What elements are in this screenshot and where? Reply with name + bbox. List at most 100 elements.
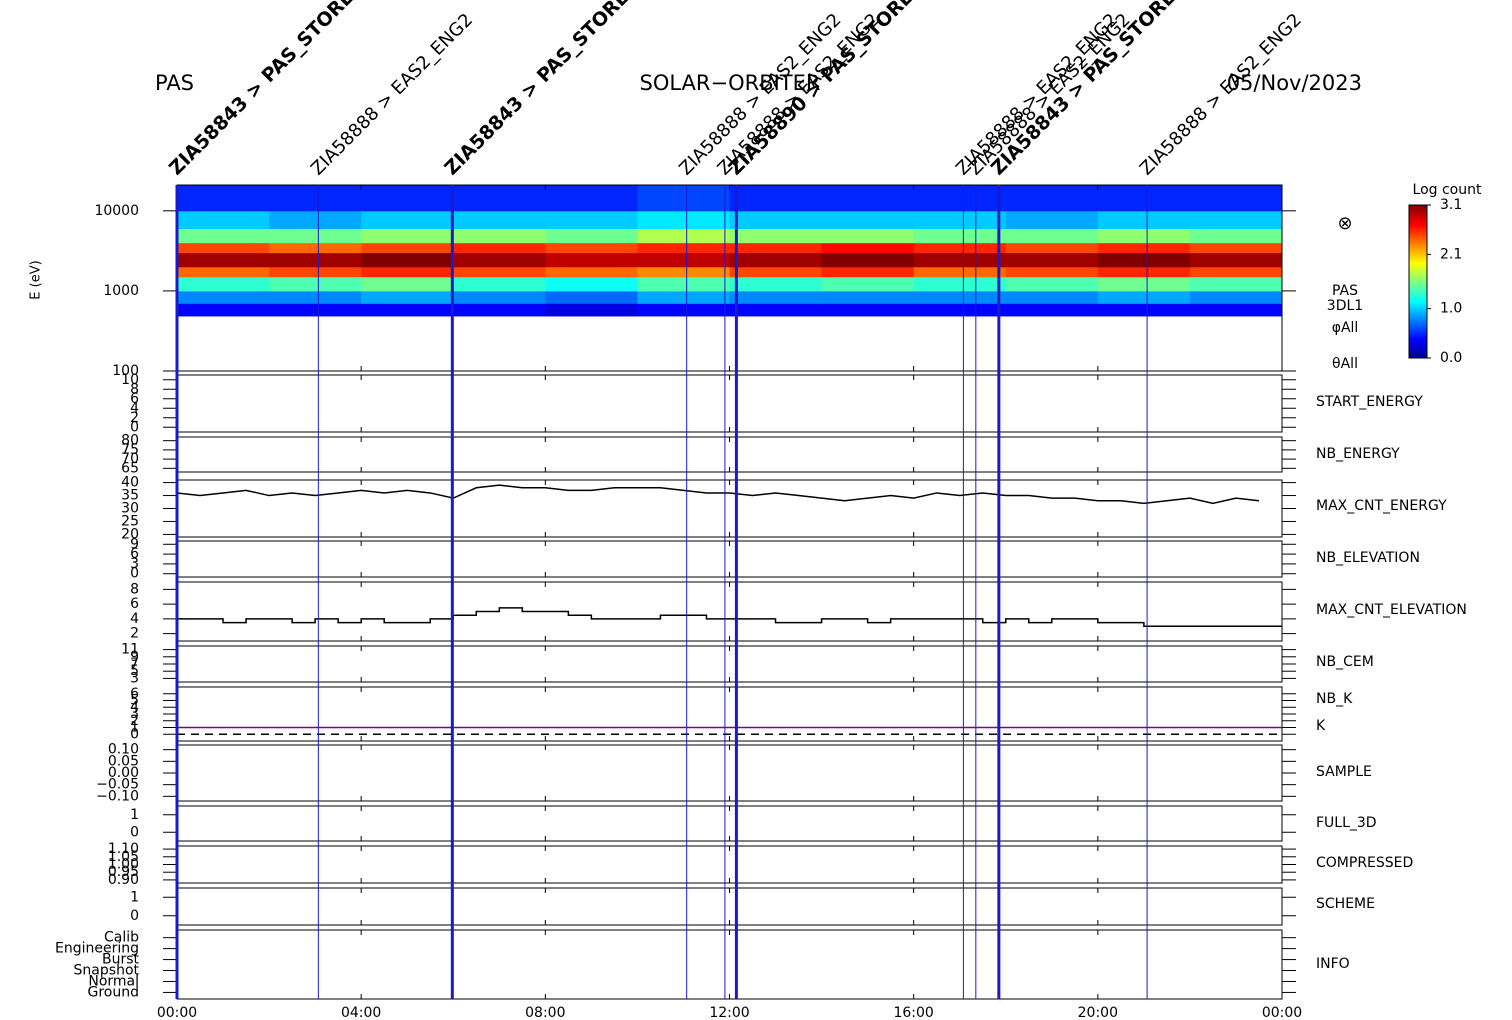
heat-cell xyxy=(1189,242,1283,254)
heat-cell xyxy=(1005,266,1099,278)
y-tick-label: 0.95 xyxy=(108,864,139,880)
heat-cell xyxy=(361,242,454,254)
heat-cell xyxy=(177,210,270,230)
y-tick-label: 8 xyxy=(130,581,139,597)
heat-cell xyxy=(637,290,730,304)
heat-cell xyxy=(821,266,915,278)
heat-cell xyxy=(177,276,270,292)
heat-cell xyxy=(913,290,1007,304)
heat-cell xyxy=(361,290,454,304)
x-tick-label: 00:00 xyxy=(1262,1005,1302,1020)
heat-cell xyxy=(361,210,454,230)
heat-cell xyxy=(637,303,730,317)
heat-cell xyxy=(1005,276,1099,292)
heat-cell xyxy=(453,228,546,244)
y-tick-label: 2 xyxy=(130,410,139,426)
side-label: θAll xyxy=(1332,356,1358,372)
y-tick-label: 9 xyxy=(130,536,139,552)
y-tick-label: 0.90 xyxy=(108,872,139,888)
x-tick-label: 04:00 xyxy=(341,1005,381,1020)
panel-frame xyxy=(176,436,1283,473)
heat-cell xyxy=(269,210,362,230)
y-tick-label: 10000 xyxy=(94,203,139,219)
heat-cell xyxy=(729,290,823,304)
heat-cell xyxy=(361,276,454,292)
y-tick-label: 0 xyxy=(130,908,139,924)
heat-cell xyxy=(821,303,915,317)
y-tick-label: 0 xyxy=(130,726,139,742)
y-tick-label: 6 xyxy=(130,391,139,407)
heat-cell xyxy=(913,266,1007,278)
y-tick-label: 0.05 xyxy=(108,753,139,769)
heat-cell xyxy=(1189,185,1283,212)
y-tick-label: −0.10 xyxy=(96,788,139,804)
heat-cell xyxy=(1097,252,1191,268)
panel-label: MAX_CNT_ELEVATION xyxy=(1316,602,1467,618)
panel-label: INFO xyxy=(1316,956,1350,972)
y-tick-label: 6 xyxy=(130,546,139,562)
y-tick-label: 1.10 xyxy=(108,841,139,857)
heat-cell xyxy=(913,242,1007,254)
y-tick-label: 40 xyxy=(121,475,139,491)
heat-cell xyxy=(1005,252,1099,268)
heat-cell xyxy=(1097,210,1191,230)
chart-title: SOLAR−ORBITER xyxy=(639,71,820,95)
heat-cell xyxy=(361,266,454,278)
y-tick-label: 0.10 xyxy=(108,742,139,758)
heat-cell xyxy=(1005,228,1099,244)
y-tick-label: 1 xyxy=(130,807,139,823)
symbol: ⊗ xyxy=(1337,213,1352,234)
heat-cell xyxy=(637,276,730,292)
heat-cell xyxy=(1189,290,1283,304)
colorbar-label: Log count xyxy=(1413,182,1482,198)
y-axis-label: E (eV) xyxy=(29,260,44,299)
heat-cell xyxy=(1097,242,1191,254)
panel-frame xyxy=(176,374,1283,433)
x-tick-label: 20:00 xyxy=(1078,1005,1118,1020)
panel-label: NB_ENERGY xyxy=(1316,446,1400,462)
heat-cell xyxy=(361,252,454,268)
x-tick-label: 08:00 xyxy=(525,1005,565,1020)
heat-cell xyxy=(545,276,638,292)
heat-cell xyxy=(269,242,362,254)
heat-cell xyxy=(1005,242,1099,254)
y-tick-label: 35 xyxy=(121,488,139,504)
heat-cell xyxy=(1005,290,1099,304)
heat-cell xyxy=(453,210,546,230)
heat-cell xyxy=(637,228,730,244)
heat-cell xyxy=(637,266,730,278)
heat-cell xyxy=(1097,185,1191,212)
heat-cell xyxy=(545,185,638,212)
panel-frame xyxy=(176,540,1283,578)
heat-cell xyxy=(269,228,362,244)
y-tick-label: 0.00 xyxy=(108,765,139,781)
panel-label: SCHEME xyxy=(1316,896,1375,912)
y-tick-label: Normal xyxy=(88,973,139,989)
panel-frame xyxy=(176,581,1283,642)
heat-cell xyxy=(821,242,915,254)
panel-frame xyxy=(176,479,1283,538)
heat-cell xyxy=(1005,185,1099,212)
heat-cell xyxy=(821,252,915,268)
panel-label: NB_CEM xyxy=(1316,654,1374,670)
heat-cell xyxy=(269,303,362,317)
heat-cell xyxy=(1097,266,1191,278)
y-tick-label: 4 xyxy=(130,611,139,627)
y-tick-label: 4 xyxy=(130,699,139,715)
y-tick-label: 1 xyxy=(130,889,139,905)
y-tick-label: 4 xyxy=(130,400,139,416)
heat-cell xyxy=(729,242,823,254)
panel-label: NB_ELEVATION xyxy=(1316,550,1420,566)
heat-cell xyxy=(1097,290,1191,304)
heat-cell xyxy=(269,185,362,212)
panel-frame xyxy=(176,887,1283,926)
y-tick-label: 8 xyxy=(130,381,139,397)
panel-frame xyxy=(176,845,1283,884)
heat-cell xyxy=(1097,276,1191,292)
heat-cell xyxy=(453,266,546,278)
heat-cell xyxy=(269,276,362,292)
panel-label: START_ENERGY xyxy=(1316,394,1423,410)
y-tick-label: 2 xyxy=(130,713,139,729)
heat-cell xyxy=(729,252,823,268)
